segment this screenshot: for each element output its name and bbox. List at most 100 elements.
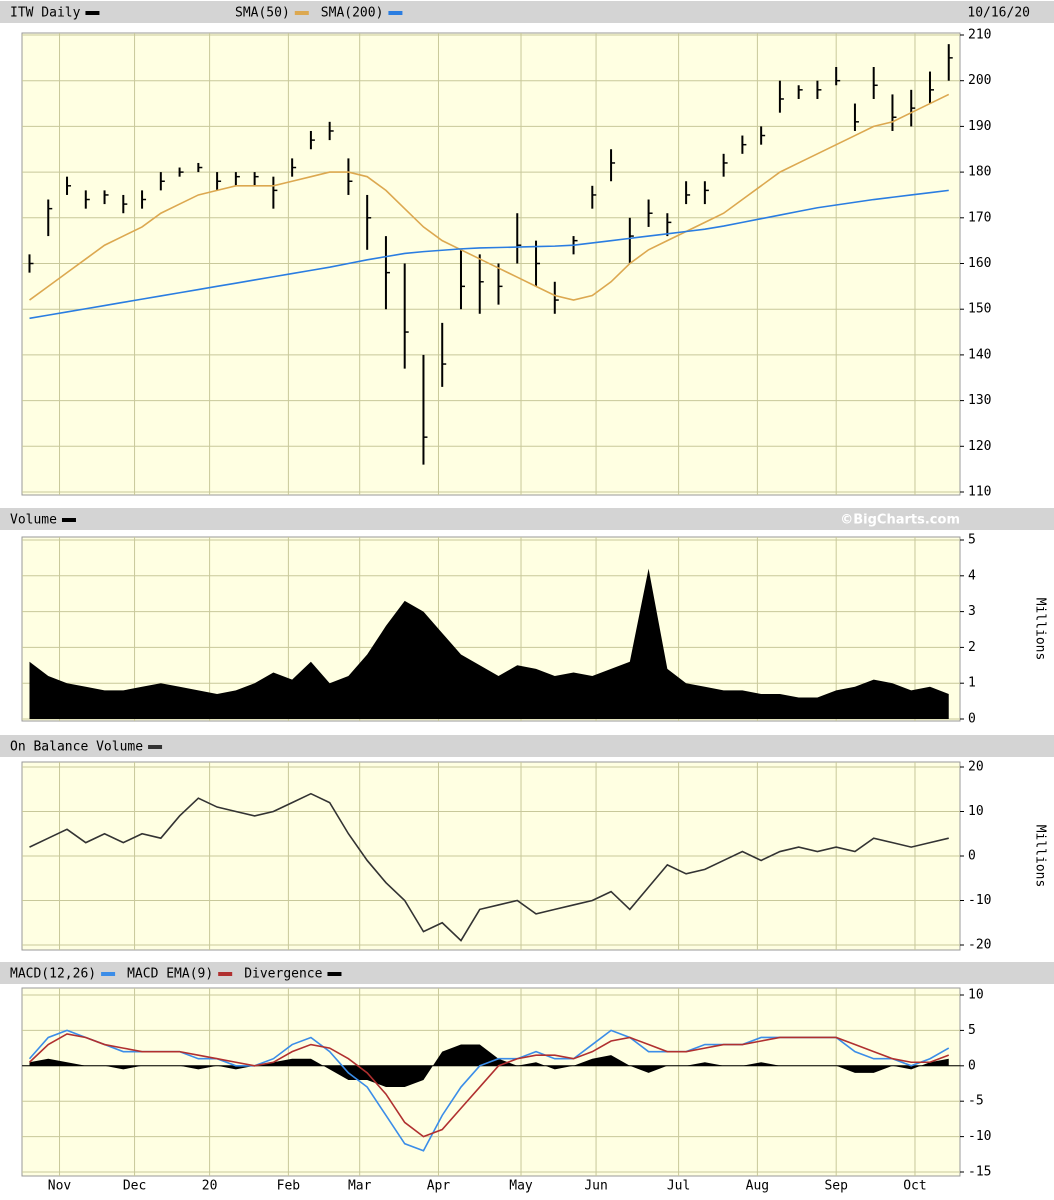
price-bar [28, 254, 34, 273]
y-tick-label: 110 [968, 485, 991, 500]
y-tick-label: -10 [968, 893, 991, 908]
price-bar [309, 130, 315, 150]
price-bar [272, 176, 278, 209]
price-bar [835, 66, 841, 86]
series-area [29, 568, 949, 719]
price-bar [928, 71, 934, 104]
price-bar [797, 85, 803, 99]
y-axis-label: Millions [1033, 598, 1048, 661]
legend-swatch [85, 11, 100, 15]
series-line [29, 93, 950, 301]
price-bar [853, 103, 859, 131]
y-tick-label: -20 [968, 938, 991, 953]
legend-label: SMA(50) [235, 6, 290, 21]
price-bar [66, 176, 72, 195]
x-tick-label: Dec [123, 1179, 146, 1194]
y-tick-label: 140 [968, 347, 991, 362]
price-bar [366, 194, 372, 250]
date-label: 10/16/20 [967, 6, 1030, 21]
y-tick-label: 4 [968, 568, 976, 583]
panel-header [0, 508, 1054, 530]
y-tick-label: -10 [968, 1129, 991, 1144]
x-tick-label: 20 [202, 1179, 218, 1194]
y-tick-label: 130 [968, 393, 991, 408]
y-tick-label: 200 [968, 73, 991, 88]
legend-label: MACD(12,26) [10, 967, 96, 982]
legend-label: SMA(200) [321, 6, 384, 21]
y-tick-label: 3 [968, 604, 976, 619]
y-tick-label: 20 [968, 760, 984, 775]
y-tick-label: 5 [968, 1023, 976, 1038]
y-tick-label: 0 [968, 1058, 976, 1073]
y-tick-label: 1 [968, 676, 976, 691]
price-bar [122, 194, 128, 214]
legend-swatch [327, 972, 342, 976]
price-bar [291, 158, 297, 177]
price-bar [516, 213, 522, 264]
x-tick-label: Nov [48, 1179, 72, 1194]
y-tick-label: 160 [968, 256, 991, 271]
price-bar [910, 89, 916, 127]
price-bar [872, 66, 878, 99]
price-bar [741, 135, 747, 154]
price-bar [610, 149, 616, 182]
price-bar [760, 126, 766, 145]
legend-swatch [218, 972, 233, 976]
price-bar [141, 190, 147, 209]
price-bar [628, 217, 634, 264]
y-tick-label: 150 [968, 302, 991, 317]
price-bar [478, 254, 484, 314]
y-tick-label: 10 [968, 988, 984, 1003]
price-bar [197, 162, 203, 173]
price-bar [253, 172, 259, 186]
y-tick-label: 0 [968, 849, 976, 864]
legend-label: ITW Daily [10, 6, 81, 21]
legend-swatch [61, 518, 76, 522]
price-bar [497, 263, 503, 305]
y-tick-label: 120 [968, 439, 991, 454]
y-tick-label: -5 [968, 1094, 984, 1109]
price-bar [441, 322, 447, 387]
y-tick-label: 0 [968, 712, 976, 727]
price-bar [422, 354, 428, 465]
legend-swatch [388, 11, 403, 15]
y-tick-label: 5 [968, 533, 976, 548]
x-tick-label: May [509, 1179, 533, 1194]
price-bar [816, 80, 822, 99]
price-bar [553, 281, 559, 314]
price-bar [459, 249, 465, 310]
price-bar [647, 199, 653, 227]
x-tick-label: Apr [427, 1179, 451, 1194]
series-line [28, 1033, 950, 1138]
y-tick-label: 170 [968, 210, 991, 225]
price-bar [384, 236, 390, 310]
price-bar [703, 181, 709, 205]
price-bar [947, 44, 953, 81]
price-bar [47, 199, 53, 237]
legend-label: Divergence [244, 967, 322, 982]
panel-header [0, 962, 1054, 984]
credit: ©BigCharts.com [840, 513, 960, 528]
x-tick-label: Sep [824, 1179, 848, 1194]
y-tick-label: 210 [968, 28, 991, 43]
price-bar [403, 263, 409, 369]
panel-header [0, 735, 1054, 757]
x-tick-label: Jul [667, 1179, 690, 1194]
price-bar [103, 190, 109, 205]
price-bar [159, 172, 165, 191]
legend-label: MACD EMA(9) [127, 967, 213, 982]
legend-label: On Balance Volume [10, 740, 143, 755]
y-tick-label: 2 [968, 640, 976, 655]
y-tick-label: 10 [968, 804, 984, 819]
price-bar [685, 181, 691, 205]
y-tick-label: -15 [968, 1165, 991, 1180]
y-tick-label: 180 [968, 165, 991, 180]
price-bar [84, 190, 90, 209]
series-line [29, 792, 949, 942]
price-bar [666, 213, 672, 237]
price-bar [778, 80, 784, 113]
panel-header [0, 1, 1054, 23]
x-tick-label: Feb [277, 1179, 301, 1194]
legend-label: Volume [10, 513, 57, 528]
price-bar [591, 185, 597, 209]
